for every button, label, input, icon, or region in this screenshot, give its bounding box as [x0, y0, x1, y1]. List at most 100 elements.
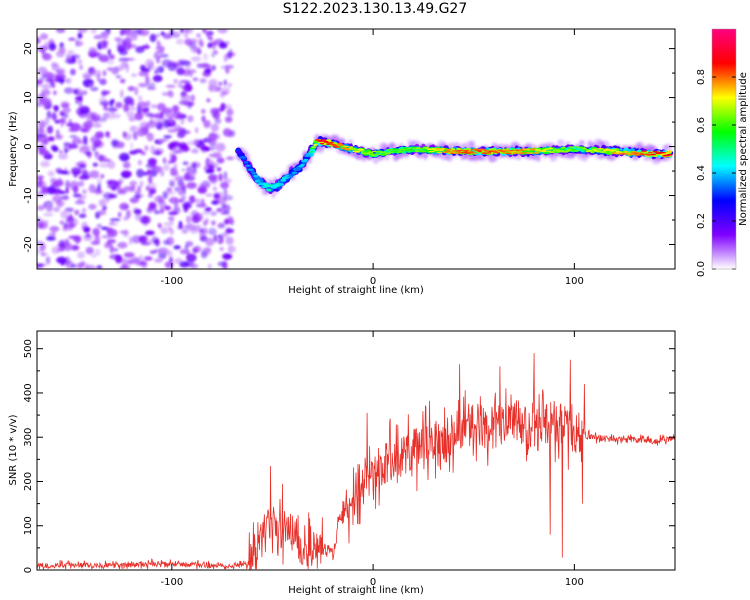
noise-blob [195, 50, 203, 54]
noise-blob [207, 228, 217, 236]
spectrogram-x-label: Height of straight line (km) [288, 285, 424, 296]
noise-blob [73, 185, 79, 194]
noise-blob [122, 161, 131, 169]
noise-blob [100, 174, 105, 179]
noise-blob [115, 75, 122, 79]
spectrogram-y-ticks: -20 -10 0 10 20 [23, 42, 675, 270]
noise-blob [218, 42, 228, 49]
noise-blob [136, 168, 145, 178]
noise-blob [64, 207, 75, 213]
noise-blob [42, 53, 52, 61]
noise-blob [93, 151, 99, 156]
noise-blob [77, 251, 85, 259]
ridge-blob [398, 150, 404, 153]
noise-blob [180, 94, 192, 102]
noise-blob [58, 46, 66, 55]
noise-blob [119, 230, 128, 234]
tick-label: 0.4 [696, 165, 707, 181]
noise-blob [169, 181, 175, 188]
noise-blob [47, 136, 55, 142]
ridge-blob [409, 149, 415, 152]
ridge-blob [313, 144, 318, 146]
noise-blob [98, 162, 110, 168]
tick-label: -20 [23, 236, 34, 252]
ridge-blob [616, 151, 624, 154]
noise-blob [162, 157, 167, 164]
noise-blob [176, 67, 185, 76]
noise-blob [216, 167, 222, 172]
noise-blob [145, 59, 154, 68]
noise-blob [55, 70, 64, 74]
noise-blob [95, 211, 101, 219]
ridge-blob [338, 144, 345, 146]
noise-blob [218, 81, 223, 86]
ridge-blob [291, 171, 298, 174]
noise-blob [177, 59, 187, 63]
noise-blob [192, 77, 199, 82]
ridge-blob [306, 152, 313, 156]
ridge-blob [252, 172, 257, 175]
noise-blob [164, 261, 175, 269]
noise-blob [65, 256, 71, 266]
tick-label: 100 [565, 276, 584, 287]
noise-blob [79, 64, 83, 70]
noise-blob [41, 252, 45, 257]
noise-blob [119, 264, 131, 269]
noise-blob [65, 180, 70, 189]
ridge-blob [450, 152, 455, 154]
ridge-blob [303, 158, 309, 161]
noise-blob [75, 236, 81, 244]
noise-blob [49, 77, 53, 86]
ridge-blob [518, 152, 525, 155]
noise-blob [174, 175, 185, 182]
noise-blob [39, 242, 46, 252]
ridge-blob [477, 150, 483, 153]
noise-blob [45, 255, 51, 265]
ridge-blob [525, 148, 531, 151]
noise-blob [106, 59, 115, 65]
ridge-blob [433, 149, 440, 151]
noise-blob [144, 145, 149, 152]
noise-blob [201, 108, 206, 114]
noise-blob [192, 162, 196, 168]
noise-blob [41, 97, 52, 107]
noise-blob [130, 141, 134, 151]
noise-blob [207, 36, 213, 41]
noise-blob [142, 171, 149, 176]
noise-blob [148, 113, 157, 119]
ridge-blob [428, 151, 435, 153]
snr-frame [36, 330, 676, 571]
noise-blob [138, 255, 144, 263]
noise-blob [61, 112, 69, 119]
tick-label: 20 [23, 42, 34, 55]
noise-blob [91, 147, 97, 152]
noise-blob [117, 46, 126, 52]
ridge-blob [437, 149, 445, 151]
noise-blob [67, 222, 73, 231]
noise-blob [223, 188, 228, 197]
noise-blob [37, 136, 42, 142]
noise-blob [90, 29, 97, 34]
noise-blob [181, 184, 187, 192]
noise-blob [218, 173, 223, 182]
tick-label: 200 [23, 472, 34, 491]
noise-blob [213, 234, 218, 242]
noise-blob [163, 239, 170, 245]
noise-blob [101, 31, 109, 40]
ridge-blob [367, 151, 374, 154]
ridge-blob [287, 175, 293, 178]
noise-blob [130, 32, 138, 41]
noise-blob [37, 66, 48, 76]
ridge-blob [503, 149, 511, 152]
noise-blob [156, 55, 161, 64]
noise-blob [220, 211, 230, 215]
noise-blob [103, 90, 111, 94]
noise-blob [182, 100, 188, 106]
noise-blob [120, 78, 126, 84]
noise-blob [58, 153, 69, 160]
noise-blob [109, 218, 121, 222]
noise-blob [158, 43, 163, 52]
ridge-blob [382, 153, 388, 156]
ridge-blob [319, 143, 325, 145]
noise-blob [125, 97, 132, 105]
